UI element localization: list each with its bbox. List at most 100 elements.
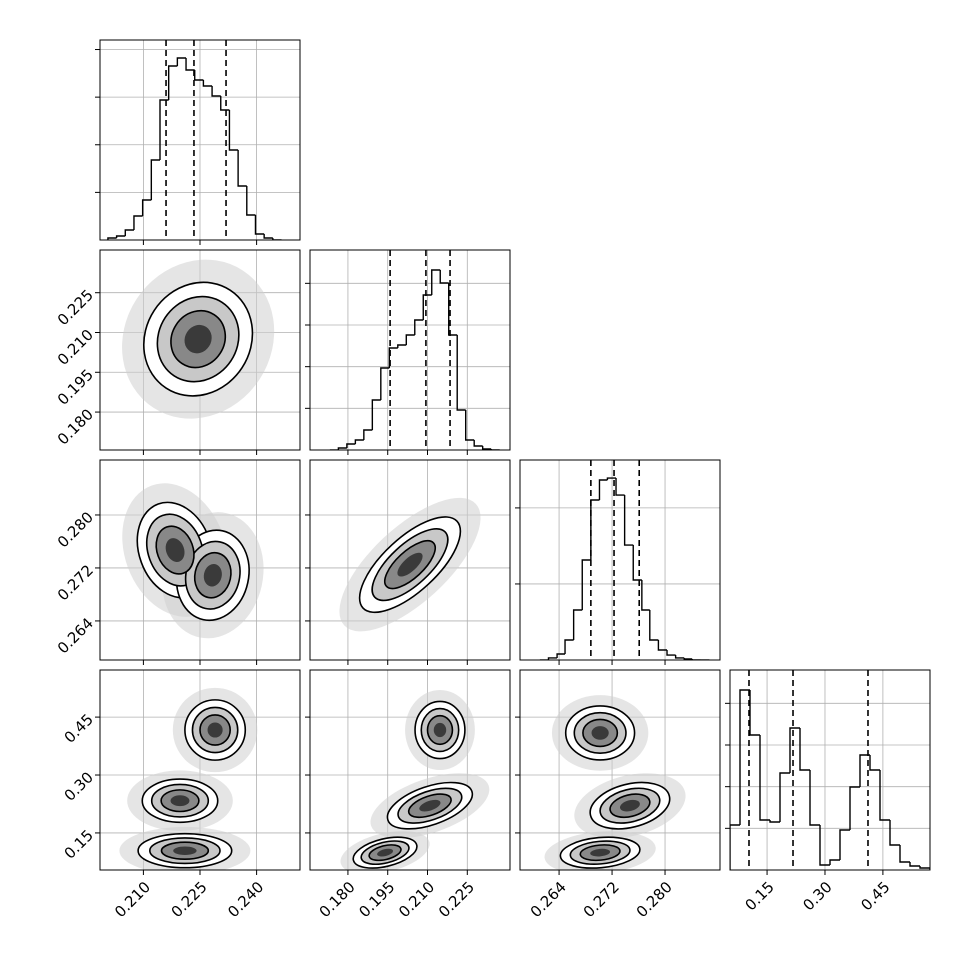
panel-frame (99, 39, 301, 241)
histogram-step (899, 845, 910, 863)
histogram-step (237, 150, 247, 187)
histogram-step (819, 825, 830, 866)
histogram-step (354, 439, 364, 444)
contour-core (165, 538, 185, 562)
histogram-step (730, 824, 740, 870)
histogram-step (220, 96, 230, 111)
histogram-step (150, 159, 160, 200)
panel-plot (520, 670, 720, 870)
x-tick-label: 0.210 (395, 878, 438, 921)
x-tick-label: 0.272 (580, 878, 623, 921)
histogram-step (405, 334, 415, 345)
histogram-step (789, 727, 800, 773)
y-tick-label: 0.195 (54, 366, 97, 409)
panel (95, 39, 301, 245)
contour-core (591, 726, 609, 740)
histogram-step (606, 477, 617, 480)
panel-plot (100, 250, 300, 450)
histogram-step (380, 367, 390, 400)
histogram-step (490, 449, 500, 450)
x-tick-label: 0.225 (435, 878, 478, 921)
histogram-step (422, 294, 432, 320)
histogram-step (211, 86, 221, 97)
panel-plot (100, 460, 300, 660)
panel-plot (310, 460, 510, 660)
contour-core (619, 799, 640, 812)
histogram-step (133, 215, 143, 230)
histogram-step (649, 610, 659, 641)
histogram-step (159, 99, 169, 160)
histogram-step (641, 580, 650, 611)
histogram-step (439, 270, 449, 284)
x-tick-label: 0.225 (168, 878, 211, 921)
histogram-step (556, 653, 566, 658)
panel-frame (309, 669, 511, 871)
histogram-step (547, 657, 558, 660)
histogram-step (919, 866, 930, 870)
contour-core (170, 795, 190, 807)
panel-frame (99, 459, 301, 661)
panel-frame (99, 249, 301, 451)
contour-core (377, 848, 394, 857)
panel-plot (100, 40, 300, 240)
contour-core (397, 552, 423, 577)
histogram-step (456, 335, 466, 411)
contour-core (184, 324, 212, 354)
histogram-step (581, 559, 591, 610)
histogram-step (859, 754, 870, 787)
histogram-step (666, 650, 676, 656)
y-tick-label: 0.280 (54, 508, 97, 551)
histogram-step (194, 70, 204, 81)
y-tick-label: 0.225 (54, 286, 97, 329)
x-tick-label: 0.45 (857, 878, 893, 914)
x-tick-label: 0.280 (633, 878, 676, 921)
histogram-step (779, 772, 790, 822)
panel-frame (519, 459, 721, 661)
histogram-step (909, 862, 920, 867)
histogram-step (564, 639, 574, 654)
panel: 0.210 0.225 0.240 0.15 0.30 0.45 (61, 669, 301, 921)
contour-core (207, 722, 223, 738)
histogram-step (465, 410, 475, 441)
histogram-step (107, 237, 117, 240)
histogram-step (749, 690, 760, 736)
histogram-step (769, 820, 780, 823)
histogram-step (346, 443, 356, 448)
y-tick-label: 0.45 (61, 710, 97, 746)
panel-frame (519, 669, 721, 871)
histogram-step (849, 786, 860, 830)
histogram-step (371, 399, 381, 430)
panel-plot (100, 670, 300, 870)
histogram-step (431, 269, 441, 295)
histogram-step (879, 770, 890, 821)
histogram-step (799, 728, 810, 771)
panel-frame (729, 669, 931, 871)
histogram-step (674, 655, 685, 659)
panel (305, 249, 511, 455)
panel-plot (310, 670, 510, 870)
histogram-step (141, 199, 152, 216)
histogram-step (414, 319, 424, 335)
histogram-step (683, 657, 693, 660)
contour-core (203, 563, 222, 587)
panel-plot (520, 460, 720, 660)
x-tick-label: 0.30 (799, 878, 835, 914)
histogram-step (167, 65, 178, 100)
histogram-step (590, 499, 600, 560)
y-tick-label: 0.272 (54, 561, 97, 604)
histogram-step (632, 545, 642, 581)
histogram-step (254, 215, 265, 235)
x-tick-label: 0.15 (741, 878, 777, 914)
histogram-step (829, 859, 840, 865)
histogram-step (448, 283, 458, 336)
histogram-step (869, 755, 880, 771)
y-tick-label: 0.15 (61, 826, 97, 862)
contour-core (433, 722, 447, 738)
histogram-step (889, 820, 900, 846)
histogram-step (228, 110, 239, 151)
y-tick-label: 0.210 (54, 326, 97, 369)
histogram-step (598, 479, 608, 500)
histogram-step (246, 186, 256, 216)
